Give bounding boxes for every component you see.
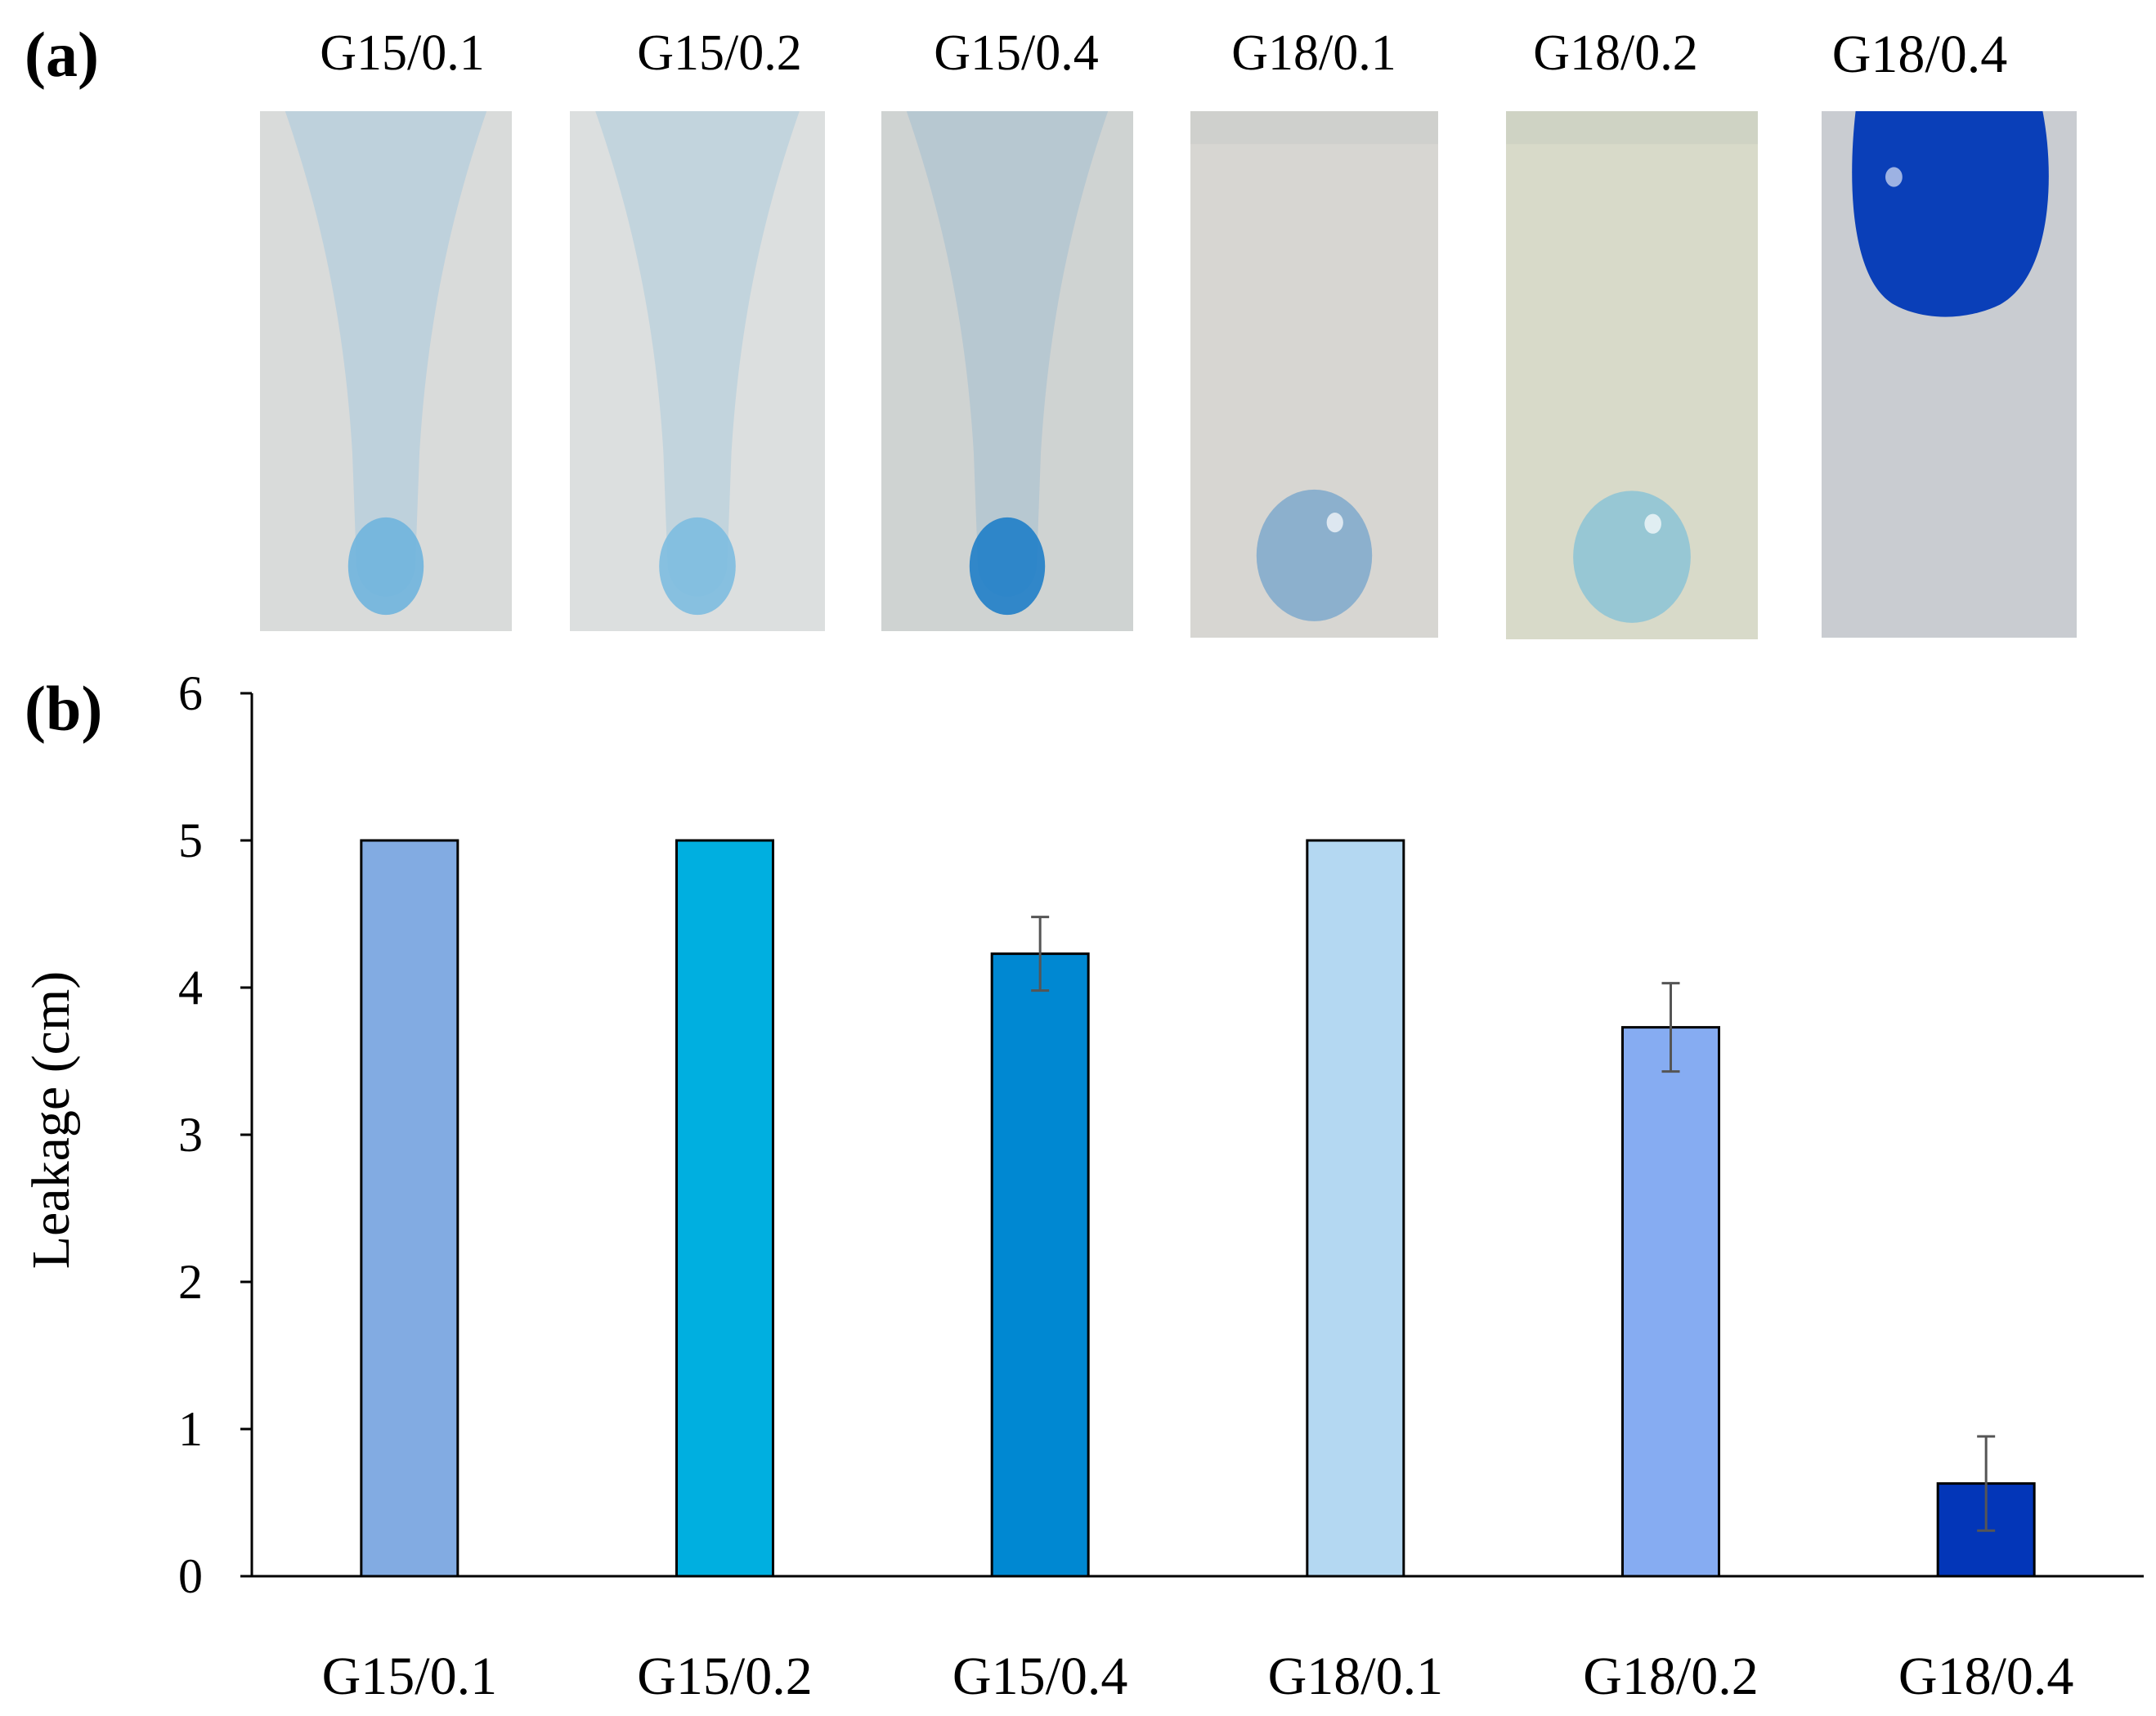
leakage-photo (570, 111, 825, 631)
x-category-label: G15/0.2 (637, 1647, 813, 1706)
leakage-photo (881, 111, 1133, 631)
y-tick-label: 3 (178, 1108, 203, 1162)
bar (360, 839, 459, 1578)
leakage-photo (1822, 111, 2077, 638)
photo-title: G15/0.2 (637, 25, 802, 81)
panel-label-b: (b) (25, 673, 103, 744)
bar (1306, 839, 1405, 1578)
panel-label-a: (a) (25, 19, 99, 90)
photo-title: G18/0.2 (1533, 25, 1698, 81)
y-tick-label: 4 (178, 961, 203, 1015)
photo-title: G18/0.1 (1231, 25, 1396, 81)
bar (675, 839, 774, 1578)
x-category-label: G18/0.1 (1268, 1647, 1444, 1706)
photo-image (260, 111, 512, 631)
x-category-label: G15/0.1 (322, 1647, 498, 1706)
leakage-photo (1190, 111, 1438, 638)
x-category-label: G18/0.4 (1898, 1647, 2074, 1706)
photo-image (1822, 111, 2077, 638)
leakage-photo (260, 111, 512, 631)
x-category-label: G15/0.4 (952, 1647, 1128, 1706)
y-tick-label: 2 (178, 1255, 203, 1309)
y-tick-label: 6 (178, 666, 203, 720)
photo-image (1190, 111, 1438, 638)
y-tick-label: 5 (178, 813, 203, 867)
y-axis-label: Leakage (cm) (21, 971, 81, 1270)
y-tick-label: 0 (178, 1549, 203, 1603)
photo-image (1506, 111, 1758, 639)
bar (1621, 1026, 1720, 1578)
y-tick-label: 1 (178, 1402, 203, 1456)
photo-title: G15/0.4 (934, 25, 1099, 81)
photo-title: G18/0.4 (1831, 25, 2008, 84)
photo-image (570, 111, 825, 631)
leakage-photo (1506, 111, 1758, 639)
x-category-label: G18/0.2 (1583, 1647, 1759, 1706)
photo-image (881, 111, 1133, 631)
photo-title: G15/0.1 (320, 25, 485, 81)
bar (990, 952, 1090, 1578)
